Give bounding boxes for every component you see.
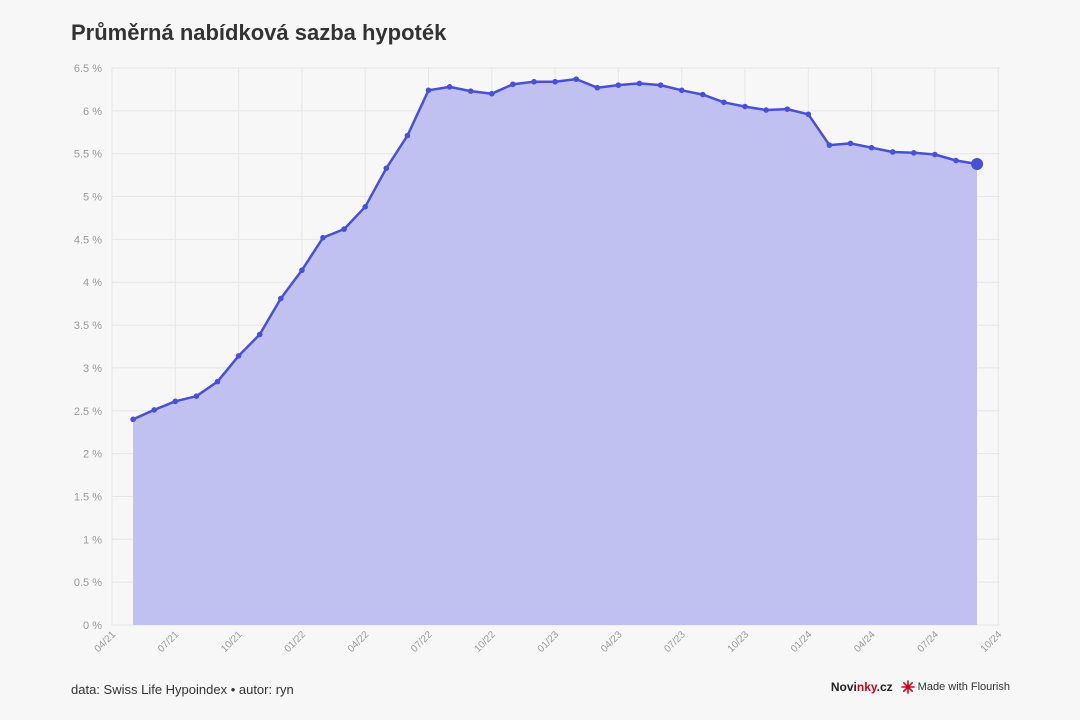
data-point[interactable] bbox=[573, 76, 579, 82]
y-tick-label: 1.5 % bbox=[74, 491, 102, 503]
data-point[interactable] bbox=[531, 78, 537, 85]
data-point[interactable] bbox=[657, 82, 664, 88]
y-tick-label: 4 % bbox=[83, 277, 102, 289]
y-tick-label: 2.5 % bbox=[74, 406, 102, 418]
x-tick-label: 01/22 bbox=[283, 629, 309, 655]
data-point[interactable] bbox=[742, 103, 748, 110]
x-tick-label: 04/21 bbox=[93, 629, 119, 655]
data-point[interactable] bbox=[278, 295, 284, 302]
data-point[interactable] bbox=[847, 140, 854, 147]
x-tick-label: 04/24 bbox=[852, 629, 878, 655]
data-point[interactable] bbox=[805, 111, 812, 118]
data-point[interactable] bbox=[552, 78, 558, 85]
x-tick-label: 04/23 bbox=[599, 629, 625, 655]
data-point[interactable] bbox=[256, 331, 263, 338]
data-point[interactable] bbox=[784, 106, 790, 112]
data-point[interactable] bbox=[489, 90, 495, 97]
data-point[interactable] bbox=[151, 407, 157, 413]
y-tick-label: 6.5 % bbox=[74, 63, 102, 75]
data-point[interactable] bbox=[235, 353, 242, 359]
x-tick-label: 04/22 bbox=[346, 629, 372, 655]
data-point[interactable] bbox=[320, 234, 326, 241]
data-point[interactable] bbox=[932, 151, 938, 158]
x-tick-label: 07/23 bbox=[662, 629, 688, 655]
y-tick-label: 5 % bbox=[83, 192, 102, 204]
data-point[interactable] bbox=[362, 204, 369, 210]
data-point[interactable] bbox=[868, 144, 875, 151]
x-tick-label: 07/24 bbox=[916, 629, 942, 655]
novinky-logo[interactable]: Novinky.cz bbox=[830, 680, 893, 694]
area-fill bbox=[133, 79, 978, 626]
x-tick-label: 07/22 bbox=[409, 629, 435, 655]
x-tick-label: 10/21 bbox=[219, 629, 245, 655]
data-point[interactable] bbox=[615, 82, 622, 88]
y-tick-label: 3 % bbox=[83, 363, 102, 375]
flourish-icon bbox=[900, 680, 915, 694]
x-axis-ticks: 04/21 07/21 10/21 01/22 04/22 07/22 10/22 01/23… bbox=[93, 629, 1005, 655]
data-point[interactable] bbox=[214, 378, 221, 385]
data-point[interactable] bbox=[721, 99, 727, 106]
data-point[interactable] bbox=[911, 150, 917, 156]
data-point[interactable] bbox=[193, 393, 200, 400]
data-point[interactable] bbox=[700, 91, 706, 98]
source-note: data: Swiss Life Hypoindex • autor: ryn bbox=[71, 682, 294, 697]
y-tick-label: 4.5 % bbox=[74, 234, 102, 246]
y-tick-label: 3.5 % bbox=[74, 320, 102, 332]
flourish-link[interactable]: Made with Flourish bbox=[900, 680, 1010, 694]
y-tick-label: 2 % bbox=[83, 449, 102, 461]
data-point[interactable] bbox=[425, 87, 432, 94]
data-point[interactable] bbox=[446, 84, 453, 90]
data-point[interactable] bbox=[383, 165, 390, 172]
data-point[interactable] bbox=[299, 267, 305, 274]
data-point[interactable] bbox=[341, 226, 347, 232]
y-tick-label: 1 % bbox=[83, 534, 102, 546]
data-point[interactable] bbox=[467, 88, 474, 94]
data-point[interactable] bbox=[636, 80, 643, 87]
data-points bbox=[130, 76, 984, 423]
x-tick-label: 10/23 bbox=[726, 629, 752, 655]
chart-title: Průměrná nabídková sazba hypoték bbox=[71, 20, 447, 45]
x-tick-label: 10/22 bbox=[472, 629, 498, 655]
data-point[interactable] bbox=[953, 157, 959, 164]
y-tick-label: 0 % bbox=[83, 620, 102, 632]
x-tick-label: 01/23 bbox=[536, 629, 562, 655]
x-tick-label: 07/21 bbox=[156, 629, 182, 655]
data-point[interactable] bbox=[678, 87, 685, 94]
y-tick-label: 6 % bbox=[83, 106, 102, 118]
footer-branding: Novinky.cz Made with Flourish bbox=[831, 680, 1010, 694]
data-point[interactable] bbox=[594, 84, 601, 91]
data-point[interactable] bbox=[889, 149, 896, 155]
data-point[interactable] bbox=[826, 142, 833, 148]
x-tick-label: 10/24 bbox=[979, 629, 1005, 655]
y-axis-ticks: 0 % 0.5 % 1 % 1.5 % 2 % 2.5 % 3 % 3.5 % 4 % 4.5 %… bbox=[74, 63, 102, 632]
data-point[interactable] bbox=[510, 81, 516, 88]
data-point[interactable] bbox=[404, 132, 411, 139]
data-point[interactable] bbox=[971, 157, 984, 170]
data-point[interactable] bbox=[172, 398, 179, 405]
data-point[interactable] bbox=[763, 107, 769, 113]
y-tick-label: 0.5 % bbox=[74, 577, 102, 589]
x-tick-label: 01/24 bbox=[789, 629, 815, 655]
data-point[interactable] bbox=[130, 416, 136, 423]
y-tick-label: 5.5 % bbox=[74, 149, 102, 161]
